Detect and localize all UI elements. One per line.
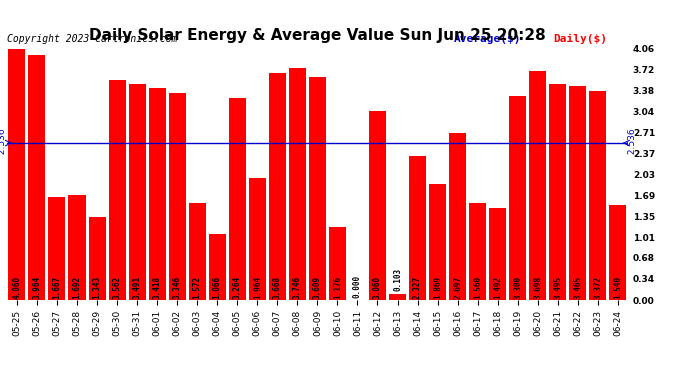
Bar	[48, 197, 66, 300]
Text: 1.667: 1.667	[52, 276, 61, 299]
Bar	[68, 195, 86, 300]
Text: 1.176: 1.176	[333, 276, 342, 299]
Bar	[108, 80, 126, 300]
Text: 3.465: 3.465	[573, 276, 582, 299]
Bar	[409, 156, 426, 300]
Text: Average($): Average($)	[454, 34, 522, 44]
Bar	[309, 76, 326, 300]
Bar	[549, 84, 566, 300]
Text: 3.418: 3.418	[152, 276, 161, 299]
Bar	[168, 93, 186, 300]
Bar	[28, 55, 46, 300]
Text: 0.000: 0.000	[353, 274, 362, 297]
Text: 4.060: 4.060	[12, 276, 21, 299]
Text: 2.697: 2.697	[453, 276, 462, 299]
Bar	[389, 294, 406, 300]
Bar	[208, 234, 226, 300]
Text: 3.491: 3.491	[132, 276, 141, 299]
Bar	[609, 205, 627, 300]
Text: 3.964: 3.964	[32, 276, 41, 299]
Bar	[8, 49, 26, 300]
Bar	[249, 178, 266, 300]
Text: 3.264: 3.264	[233, 276, 241, 299]
Text: 1.964: 1.964	[253, 276, 262, 299]
Bar	[269, 73, 286, 300]
Text: 1.869: 1.869	[433, 276, 442, 299]
Text: 1.692: 1.692	[72, 276, 81, 299]
Text: 1.540: 1.540	[613, 276, 622, 299]
Text: 2.327: 2.327	[413, 276, 422, 299]
Text: Copyright 2023 Cartronics.com: Copyright 2023 Cartronics.com	[7, 34, 177, 44]
Text: 2.536: 2.536	[0, 129, 7, 158]
Text: 3.609: 3.609	[313, 276, 322, 299]
Text: 0.103: 0.103	[393, 268, 402, 291]
Bar	[489, 208, 506, 300]
Text: 1.066: 1.066	[213, 276, 221, 299]
Text: 3.495: 3.495	[553, 276, 562, 299]
Text: 1.560: 1.560	[473, 276, 482, 299]
Bar	[449, 133, 466, 300]
Text: 1.343: 1.343	[92, 276, 101, 299]
Bar	[289, 68, 306, 300]
Text: 3.698: 3.698	[533, 276, 542, 299]
Bar	[128, 84, 146, 300]
Text: 3.060: 3.060	[373, 276, 382, 299]
Bar	[329, 227, 346, 300]
Text: 1.492: 1.492	[493, 276, 502, 299]
Bar	[88, 217, 106, 300]
Bar	[469, 204, 486, 300]
Text: 3.668: 3.668	[273, 276, 282, 299]
Text: Daily($): Daily($)	[553, 34, 607, 44]
Bar	[188, 203, 206, 300]
Text: 3.346: 3.346	[172, 276, 181, 299]
Bar	[509, 96, 526, 300]
Title: Daily Solar Energy & Average Value Sun Jun 25 20:28: Daily Solar Energy & Average Value Sun J…	[89, 28, 546, 44]
Text: 1.572: 1.572	[193, 276, 201, 299]
Bar	[589, 92, 607, 300]
Text: 3.746: 3.746	[293, 276, 302, 299]
Text: 3.562: 3.562	[112, 276, 121, 299]
Bar	[529, 71, 546, 300]
Bar	[429, 184, 446, 300]
Text: 3.300: 3.300	[513, 276, 522, 299]
Bar	[369, 111, 386, 300]
Text: 2.536: 2.536	[628, 129, 637, 158]
Text: 3.372: 3.372	[593, 276, 602, 299]
Bar	[229, 98, 246, 300]
Bar	[148, 88, 166, 300]
Bar	[569, 86, 586, 300]
